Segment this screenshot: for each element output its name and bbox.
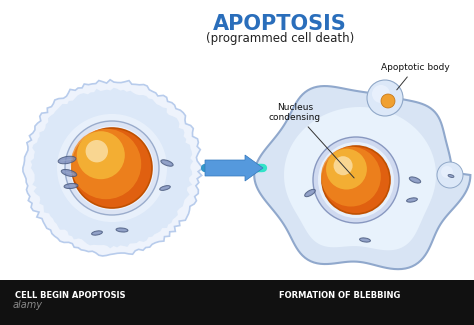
Circle shape bbox=[381, 94, 395, 108]
Ellipse shape bbox=[305, 189, 315, 197]
Circle shape bbox=[372, 85, 390, 103]
Circle shape bbox=[321, 147, 381, 206]
Circle shape bbox=[334, 156, 353, 175]
Text: alamy: alamy bbox=[13, 300, 43, 310]
Circle shape bbox=[322, 146, 390, 214]
Ellipse shape bbox=[160, 186, 170, 190]
Ellipse shape bbox=[407, 198, 418, 202]
Circle shape bbox=[65, 121, 159, 215]
Ellipse shape bbox=[61, 169, 77, 176]
Polygon shape bbox=[0, 280, 474, 325]
Circle shape bbox=[72, 128, 152, 208]
Circle shape bbox=[318, 142, 394, 218]
Ellipse shape bbox=[448, 175, 454, 177]
Ellipse shape bbox=[161, 160, 173, 166]
Text: Apoptotic body: Apoptotic body bbox=[381, 63, 449, 90]
Ellipse shape bbox=[409, 177, 421, 183]
Circle shape bbox=[70, 126, 154, 210]
Circle shape bbox=[437, 162, 463, 188]
Ellipse shape bbox=[360, 238, 371, 242]
Text: Nucleus
condensing: Nucleus condensing bbox=[269, 103, 354, 178]
Polygon shape bbox=[31, 88, 193, 248]
Ellipse shape bbox=[58, 156, 76, 164]
Text: APOPTOSIS: APOPTOSIS bbox=[213, 14, 347, 34]
FancyArrow shape bbox=[205, 155, 263, 181]
Ellipse shape bbox=[91, 231, 102, 235]
Circle shape bbox=[326, 149, 367, 189]
Text: (programmed cell death): (programmed cell death) bbox=[206, 32, 354, 45]
Polygon shape bbox=[284, 107, 436, 250]
Circle shape bbox=[367, 80, 403, 116]
Ellipse shape bbox=[64, 183, 78, 188]
Circle shape bbox=[86, 140, 108, 162]
Polygon shape bbox=[23, 80, 203, 256]
Circle shape bbox=[313, 137, 399, 223]
Ellipse shape bbox=[116, 228, 128, 232]
Text: FORMATION OF BLEBBING: FORMATION OF BLEBBING bbox=[279, 291, 401, 300]
Polygon shape bbox=[254, 86, 470, 269]
Ellipse shape bbox=[57, 114, 167, 222]
Circle shape bbox=[71, 129, 141, 199]
Text: CELL BEGIN APOPTOSIS: CELL BEGIN APOPTOSIS bbox=[15, 291, 125, 300]
Circle shape bbox=[441, 166, 453, 178]
Circle shape bbox=[77, 131, 125, 179]
